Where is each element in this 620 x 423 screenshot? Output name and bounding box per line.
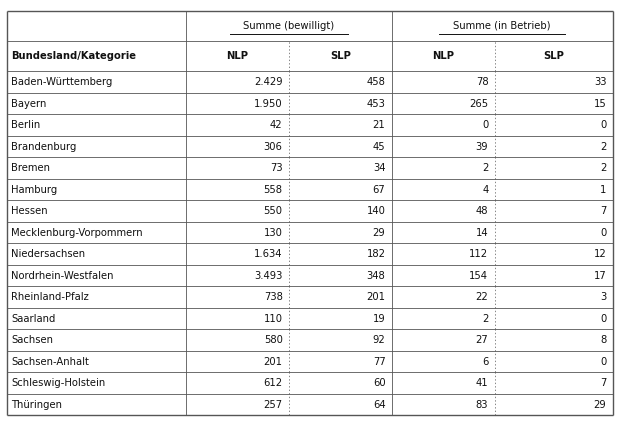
Text: 29: 29 — [593, 400, 606, 409]
Text: 580: 580 — [264, 335, 283, 345]
Text: Bremen: Bremen — [11, 163, 50, 173]
Text: 45: 45 — [373, 142, 386, 152]
Text: 154: 154 — [469, 271, 489, 281]
Text: 0: 0 — [600, 228, 606, 238]
Text: 67: 67 — [373, 185, 386, 195]
Text: 0: 0 — [600, 357, 606, 367]
Text: 140: 140 — [366, 206, 386, 216]
Text: 3: 3 — [600, 292, 606, 302]
Text: Nordrhein-Westfalen: Nordrhein-Westfalen — [11, 271, 113, 281]
Text: 738: 738 — [264, 292, 283, 302]
Text: 550: 550 — [264, 206, 283, 216]
Text: 458: 458 — [366, 77, 386, 87]
Text: 201: 201 — [366, 292, 386, 302]
Text: 8: 8 — [600, 335, 606, 345]
Text: 15: 15 — [593, 99, 606, 109]
Text: 2: 2 — [482, 163, 489, 173]
Text: 64: 64 — [373, 400, 386, 409]
Text: Hessen: Hessen — [11, 206, 48, 216]
Text: 201: 201 — [264, 357, 283, 367]
Text: Thüringen: Thüringen — [11, 400, 62, 409]
Text: Summe (bewilligt): Summe (bewilligt) — [243, 21, 334, 31]
Text: 29: 29 — [373, 228, 386, 238]
Text: Berlin: Berlin — [11, 120, 40, 130]
Text: 257: 257 — [264, 400, 283, 409]
Text: 1.634: 1.634 — [254, 249, 283, 259]
Text: 612: 612 — [264, 378, 283, 388]
Text: 41: 41 — [476, 378, 489, 388]
Text: 130: 130 — [264, 228, 283, 238]
Text: 0: 0 — [482, 120, 489, 130]
Text: 7: 7 — [600, 378, 606, 388]
Text: 6: 6 — [482, 357, 489, 367]
Text: 558: 558 — [264, 185, 283, 195]
Text: 182: 182 — [366, 249, 386, 259]
Text: 48: 48 — [476, 206, 489, 216]
Text: Hamburg: Hamburg — [11, 185, 58, 195]
Text: 2: 2 — [600, 142, 606, 152]
Text: 14: 14 — [476, 228, 489, 238]
Text: Sachsen-Anhalt: Sachsen-Anhalt — [11, 357, 89, 367]
Text: 27: 27 — [476, 335, 489, 345]
Text: 60: 60 — [373, 378, 386, 388]
Text: 7: 7 — [600, 206, 606, 216]
Text: 306: 306 — [264, 142, 283, 152]
Text: Brandenburg: Brandenburg — [11, 142, 76, 152]
Text: 73: 73 — [270, 163, 283, 173]
Text: SLP: SLP — [543, 51, 564, 61]
Text: 1: 1 — [600, 185, 606, 195]
Text: SLP: SLP — [330, 51, 351, 61]
Text: 265: 265 — [469, 99, 489, 109]
Text: 0: 0 — [600, 120, 606, 130]
Text: Summe (in Betrieb): Summe (in Betrieb) — [453, 21, 551, 31]
Text: 22: 22 — [476, 292, 489, 302]
Text: Mecklenburg-Vorpommern: Mecklenburg-Vorpommern — [11, 228, 143, 238]
Text: 3.493: 3.493 — [254, 271, 283, 281]
Text: 34: 34 — [373, 163, 386, 173]
Text: 83: 83 — [476, 400, 489, 409]
Text: Baden-Württemberg: Baden-Württemberg — [11, 77, 113, 87]
Text: 2.429: 2.429 — [254, 77, 283, 87]
Text: 2: 2 — [482, 314, 489, 324]
Text: NLP: NLP — [432, 51, 454, 61]
Text: 348: 348 — [367, 271, 386, 281]
Text: 42: 42 — [270, 120, 283, 130]
Text: 19: 19 — [373, 314, 386, 324]
Text: Sachsen: Sachsen — [11, 335, 53, 345]
Text: 2: 2 — [600, 163, 606, 173]
Text: 33: 33 — [594, 77, 606, 87]
Text: Bayern: Bayern — [11, 99, 46, 109]
Text: 112: 112 — [469, 249, 489, 259]
Text: 21: 21 — [373, 120, 386, 130]
Text: Niedersachsen: Niedersachsen — [11, 249, 86, 259]
Text: 453: 453 — [366, 99, 386, 109]
Text: Rheinland-Pfalz: Rheinland-Pfalz — [11, 292, 89, 302]
Text: 4: 4 — [482, 185, 489, 195]
Text: Schleswig-Holstein: Schleswig-Holstein — [11, 378, 105, 388]
Text: 0: 0 — [600, 314, 606, 324]
Text: NLP: NLP — [226, 51, 249, 61]
Text: 77: 77 — [373, 357, 386, 367]
Text: Saarland: Saarland — [11, 314, 56, 324]
Text: 92: 92 — [373, 335, 386, 345]
Text: 1.950: 1.950 — [254, 99, 283, 109]
Text: 39: 39 — [476, 142, 489, 152]
Text: 78: 78 — [476, 77, 489, 87]
Text: 110: 110 — [264, 314, 283, 324]
Text: 17: 17 — [593, 271, 606, 281]
Text: 12: 12 — [593, 249, 606, 259]
Text: Bundesland/Kategorie: Bundesland/Kategorie — [11, 51, 136, 61]
